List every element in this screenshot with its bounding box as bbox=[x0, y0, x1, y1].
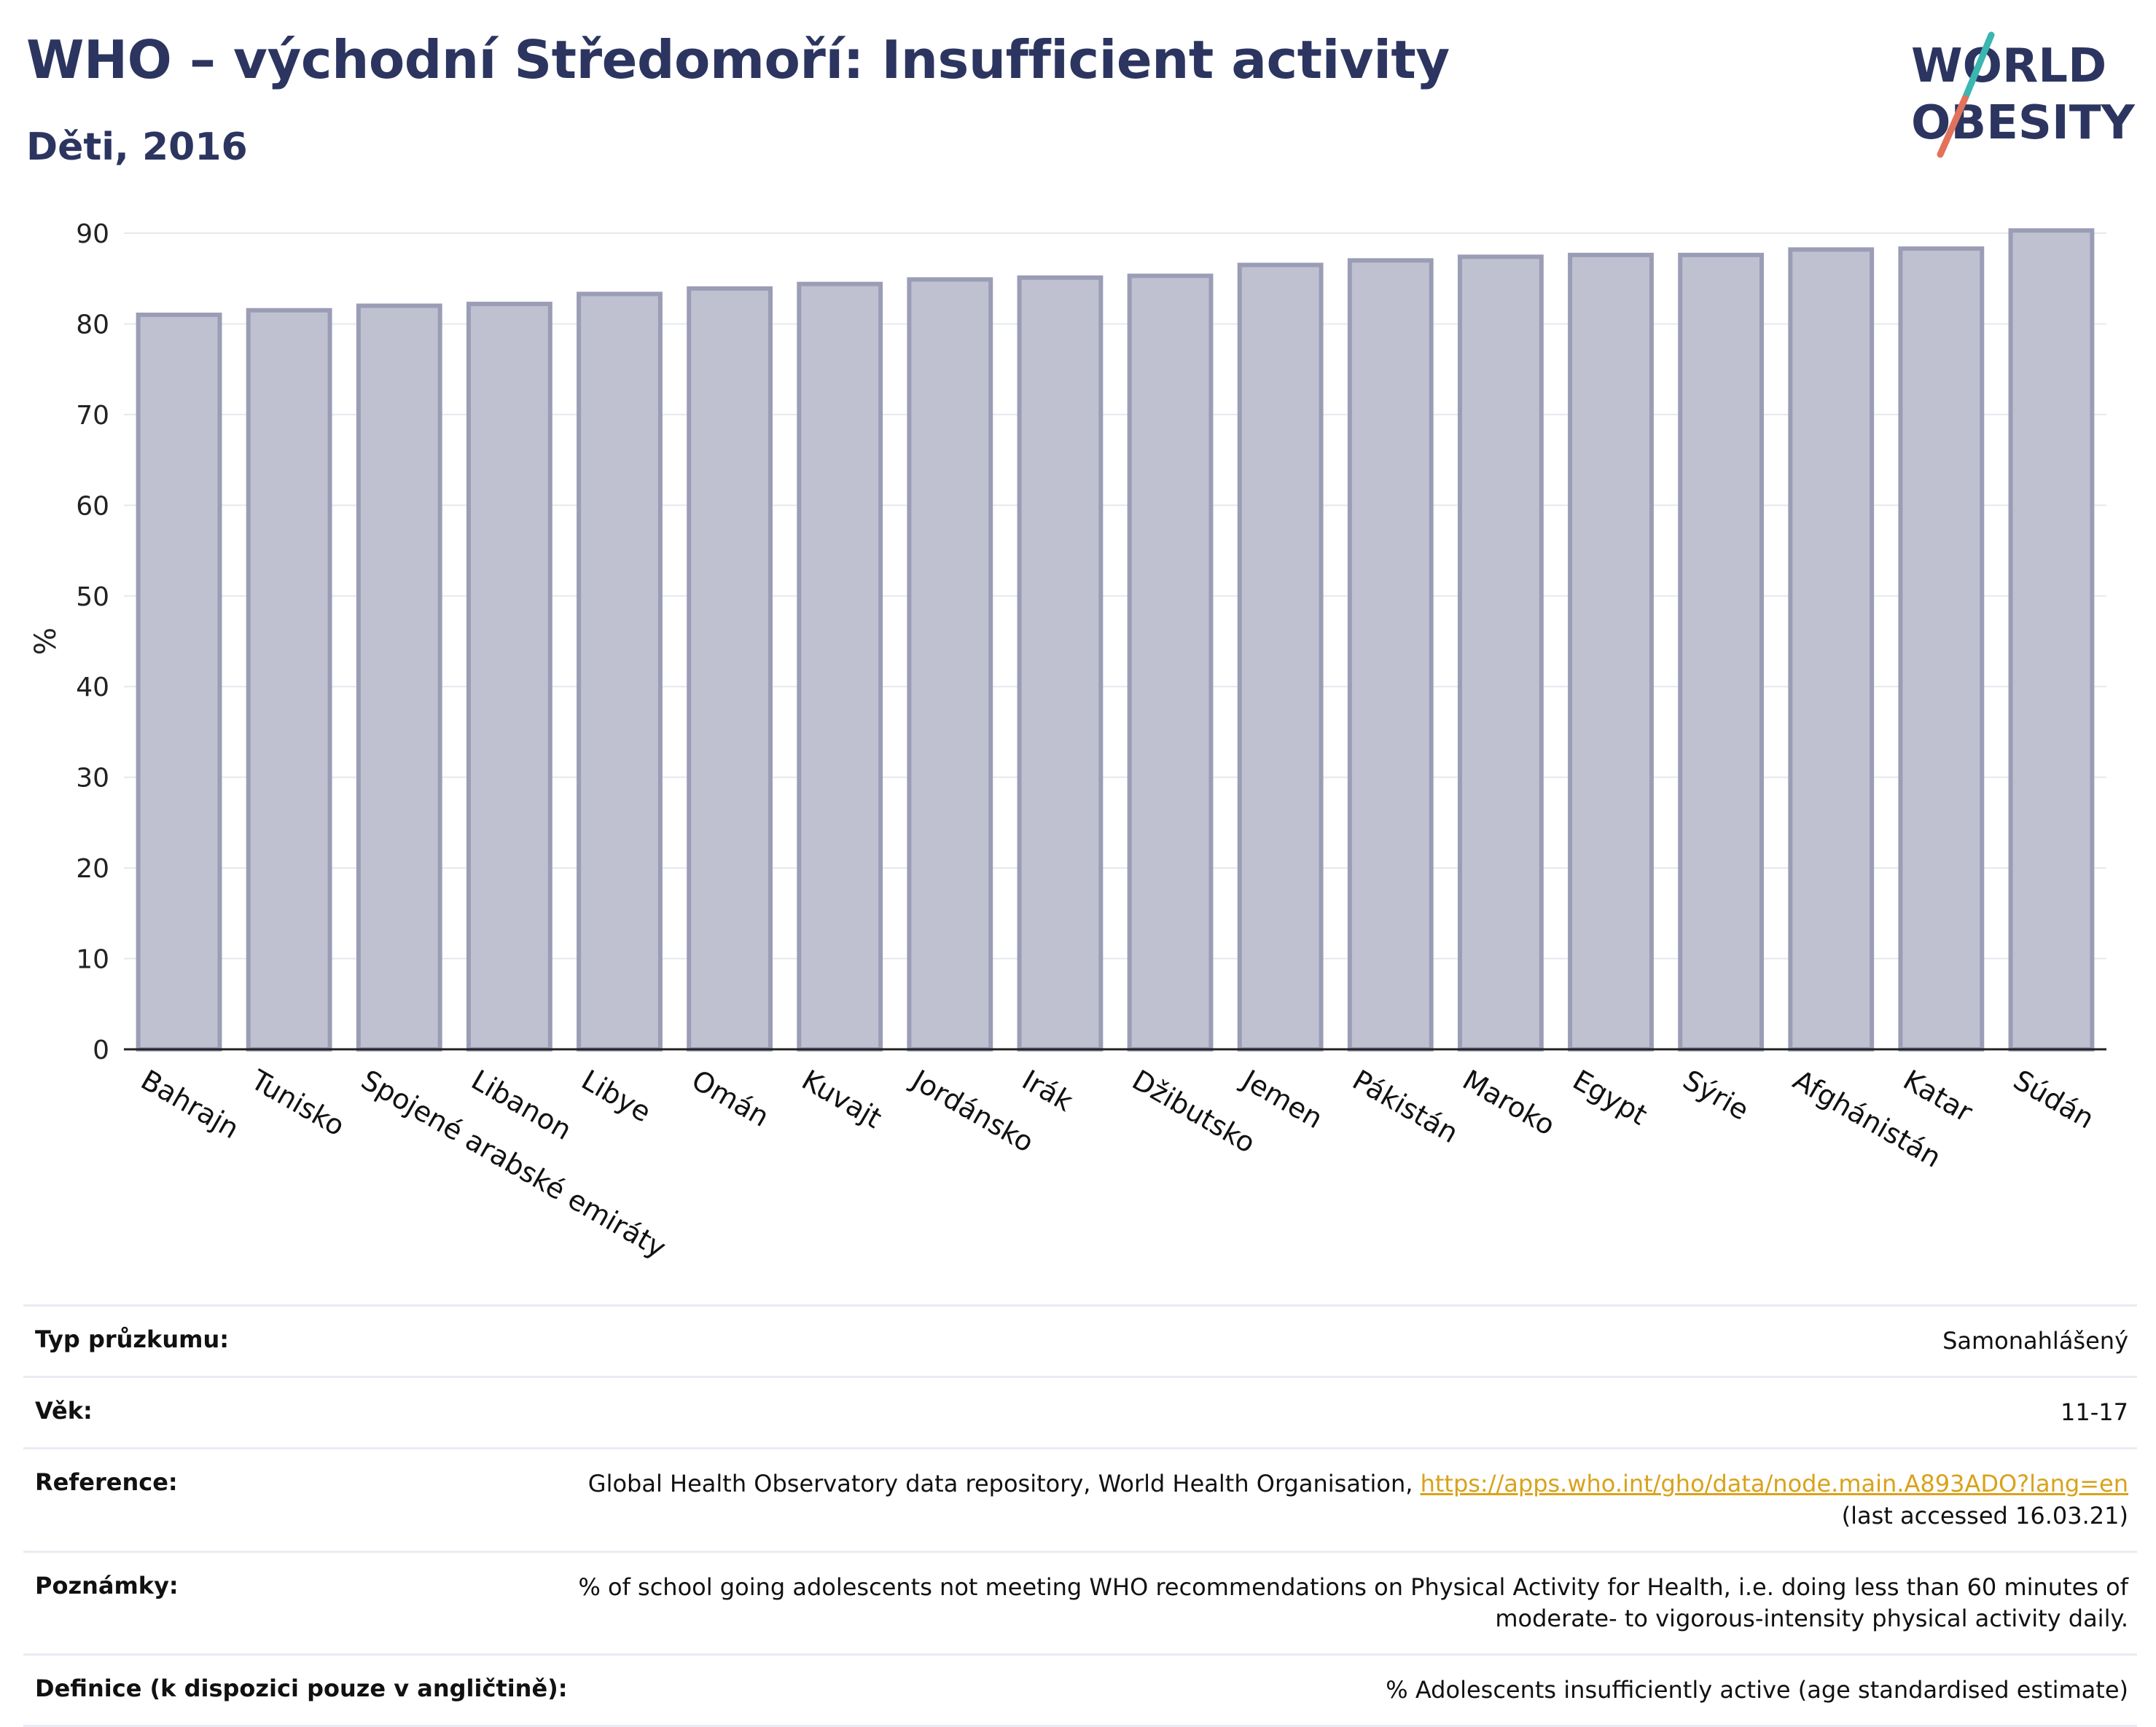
bar-Kuvajt bbox=[797, 281, 883, 1052]
age-label: Věk: bbox=[35, 1397, 93, 1425]
bars bbox=[136, 228, 2095, 1052]
bar-Tunisko bbox=[246, 308, 332, 1052]
bar-Súdán bbox=[2008, 228, 2095, 1052]
bar-Sýrie bbox=[1678, 252, 1765, 1052]
metadata-table: Typ průzkumu: Samonahlášený Věk: 11-17 R… bbox=[23, 1304, 2137, 1727]
y-tick-label: 70 bbox=[76, 401, 109, 431]
reference-label: Reference: bbox=[35, 1468, 178, 1497]
bar-Bahrajn bbox=[136, 313, 222, 1052]
x-tick-label: Pákistán bbox=[1347, 1064, 1464, 1150]
grid-lines bbox=[124, 232, 2106, 960]
y-tick-label: 60 bbox=[76, 491, 109, 521]
y-axis: 0 10 20 30 40 50 60 70 80 90 bbox=[76, 219, 109, 1065]
meta-row-notes: Poznámky: % of school going adolescents … bbox=[23, 1550, 2137, 1653]
logo-line1: WORLD bbox=[1911, 39, 2106, 93]
x-tick-label: Jordánsko bbox=[905, 1063, 1039, 1159]
y-tick-label: 20 bbox=[76, 854, 109, 884]
bar-Maroko bbox=[1457, 254, 1544, 1052]
notes-value: % of school going adolescents not meetin… bbox=[578, 1572, 2128, 1634]
notes-line2: moderate- to vigorous-intensity physical… bbox=[1495, 1604, 2128, 1632]
reference-link[interactable]: https://apps.who.int/gho/data/node.main.… bbox=[1420, 1470, 2128, 1498]
bar-Irák bbox=[1017, 275, 1104, 1052]
x-tick-label: Irák bbox=[1017, 1064, 1078, 1118]
bar-Jordánsko bbox=[907, 277, 993, 1052]
bar-Pákistán bbox=[1347, 258, 1434, 1052]
bar-Jemen bbox=[1237, 262, 1324, 1052]
y-tick-label: 50 bbox=[76, 582, 109, 612]
x-tick-label: Katar bbox=[1898, 1064, 1978, 1129]
age-value: 11-17 bbox=[2061, 1398, 2128, 1427]
bar-Egypt bbox=[1568, 252, 1654, 1052]
bar-Libanon bbox=[466, 302, 552, 1052]
meta-row-reference: Reference: Global Health Observatory dat… bbox=[23, 1447, 2137, 1550]
x-tick-label: Súdán bbox=[2008, 1064, 2100, 1135]
meta-row-age: Věk: 11-17 bbox=[23, 1376, 2137, 1447]
bar-chart: 0 10 20 30 40 50 60 70 80 90 Bahrajn Tunisko Spojen… bbox=[29, 219, 2106, 1264]
x-tick-label: Egypt bbox=[1568, 1064, 1653, 1132]
x-tick-label: Kuvajt bbox=[797, 1064, 887, 1135]
x-tick-label: Bahrajn bbox=[136, 1064, 244, 1146]
notes-label: Poznámky: bbox=[35, 1571, 179, 1599]
bar-Omán bbox=[687, 286, 773, 1052]
survey-value: Samonahlášený bbox=[1942, 1327, 2128, 1355]
logo-slash-top bbox=[1961, 31, 1995, 102]
bar-Afghánistán bbox=[1788, 247, 1875, 1052]
page-subtitle: Děti, 2016 bbox=[26, 125, 248, 169]
x-tick-label: Tunisko bbox=[245, 1063, 350, 1143]
y-tick-label: 0 bbox=[93, 1035, 109, 1065]
bar-Spojené arabské emiráty bbox=[356, 303, 442, 1052]
y-tick-label: 10 bbox=[76, 945, 109, 975]
bar-Libye bbox=[577, 291, 663, 1052]
meta-row-definition: Definice (k dispozici pouze v angličtině… bbox=[23, 1653, 2137, 1727]
survey-label: Typ průzkumu: bbox=[35, 1325, 230, 1353]
definition-value: % Adolescents insufficiently active (age… bbox=[1386, 1676, 2128, 1704]
y-tick-label: 80 bbox=[76, 310, 109, 340]
x-axis: Bahrajn Tunisko Spojené arabské emirátyLib… bbox=[124, 1048, 2106, 1264]
world-obesity-logo: WORLD OBESITY bbox=[1911, 31, 2135, 158]
notes-line1: % of school going adolescents not meetin… bbox=[578, 1573, 2128, 1601]
x-tick-label: Maroko bbox=[1457, 1064, 1561, 1142]
y-tick-label: 40 bbox=[76, 673, 109, 702]
reference-text: Global Health Observatory data repositor… bbox=[587, 1470, 1421, 1498]
x-tick-label: Sýrie bbox=[1678, 1064, 1754, 1127]
page-title: WHO – východní Středomoří: Insufficient … bbox=[26, 29, 1450, 90]
definition-label: Definice (k dispozici pouze v angličtině… bbox=[35, 1675, 568, 1703]
logo-slash-bottom bbox=[1937, 95, 1969, 158]
y-tick-label: 90 bbox=[76, 219, 109, 249]
x-tick-label: Jemen bbox=[1235, 1063, 1328, 1135]
reference-accessed: (last accessed 16.03.21) bbox=[1841, 1501, 2128, 1530]
bar-Džibutsko bbox=[1127, 273, 1214, 1052]
x-tick-label: Džibutsko bbox=[1127, 1064, 1261, 1159]
x-tick-label: Libye bbox=[577, 1064, 657, 1129]
bar-Katar bbox=[1898, 246, 1985, 1052]
x-tick-label: Omán bbox=[687, 1064, 775, 1133]
y-axis-label: % bbox=[29, 627, 63, 655]
y-tick-label: 30 bbox=[76, 764, 109, 794]
reference-value: Global Health Observatory data repositor… bbox=[588, 1468, 2128, 1531]
meta-row-survey: Typ průzkumu: Samonahlášený bbox=[23, 1304, 2137, 1376]
